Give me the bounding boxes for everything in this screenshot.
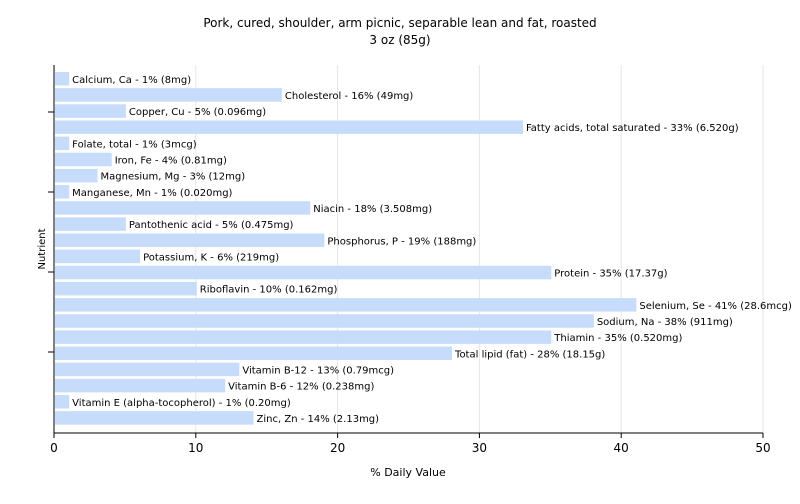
bar-label: Sodium, Na - 38% (911mg): [597, 317, 733, 328]
labels-layer: Calcium, Ca - 1% (8mg) Cholesterol - 16% …: [72, 75, 792, 425]
grid-layer: [195, 65, 764, 433]
bar-20: [55, 378, 226, 393]
bar-label: Riboflavin - 10% (0.162mg): [200, 285, 338, 296]
bar-21: [55, 395, 70, 409]
bar-label: Niacin - 18% (3.508mg): [313, 204, 432, 215]
bar-15: [55, 298, 637, 312]
bar-10: [55, 217, 126, 231]
bar-label: Zinc, Zn - 14% (2.13mg): [257, 414, 380, 425]
bars-layer: [55, 72, 637, 425]
bar-16: [55, 314, 594, 328]
bar-label: Magnesium, Mg - 3% (12mg): [101, 172, 246, 183]
bar-5: [55, 136, 70, 151]
y-axis-title: Nutrient: [37, 228, 48, 269]
bar-7: [55, 168, 98, 183]
bar-11: [55, 233, 325, 247]
bar-17: [55, 330, 552, 344]
bar-label: Iron, Fe - 4% (0.81mg): [115, 156, 227, 167]
bar-label: Folate, total - 1% (3mcg): [72, 139, 197, 150]
bar-18: [55, 346, 453, 361]
bar-12: [55, 249, 141, 264]
axis-layer: [53, 65, 763, 434]
x-axis-title: % Daily Value: [370, 466, 446, 479]
bar-label: Manganese, Mn - 1% (0.020mg): [72, 188, 232, 199]
bar-13: [55, 265, 552, 280]
bar-label: Pantothenic acid - 5% (0.475mg): [129, 220, 294, 231]
bar-label: Vitamin B-6 - 12% (0.238mg): [228, 382, 374, 393]
bar-19: [55, 362, 240, 377]
x-tick-label: 10: [188, 441, 203, 455]
bar-9: [55, 201, 311, 215]
bar-label: Vitamin B-12 - 13% (0.79mcg): [242, 365, 394, 376]
bar-1: [55, 72, 70, 86]
bar-8: [55, 185, 70, 199]
bar-6: [55, 152, 112, 167]
chart-title: Pork, cured, shoulder, arm picnic, separ…: [203, 16, 596, 30]
x-tick-label: 30: [472, 441, 487, 455]
bar-3: [55, 104, 126, 118]
x-tick-label: 40: [614, 441, 629, 455]
x-tick-label: 50: [755, 441, 770, 455]
bar-label: Fatty acids, total saturated - 33% (6.52…: [526, 123, 739, 134]
bar-label: Potassium, K - 6% (219mg): [143, 252, 279, 263]
bar-label: Copper, Cu - 5% (0.096mg): [129, 107, 266, 118]
bar-label: Selenium, Se - 41% (28.6mcg): [639, 301, 792, 312]
bar-22: [55, 411, 254, 425]
bar-2: [55, 88, 282, 102]
bar-label: Vitamin E (alpha-tocopherol) - 1% (0.20m…: [72, 398, 291, 409]
x-tick-label: 0: [50, 441, 58, 455]
chart-subtitle: 3 oz (85g): [369, 33, 430, 47]
bar-14: [55, 281, 197, 296]
bar-label: Phosphorus, P - 19% (188mg): [327, 236, 476, 247]
bar-label: Protein - 35% (17.37g): [554, 269, 667, 280]
ticks-layer: 0 10 20 30 40 50: [48, 111, 771, 455]
bar-label: Cholesterol - 16% (49mg): [285, 91, 414, 102]
bar-4: [55, 120, 523, 134]
x-tick-label: 20: [330, 441, 345, 455]
bar-label: Total lipid (fat) - 28% (18.15g): [454, 349, 605, 360]
bar-label: Thiamin - 35% (0.520mg): [553, 333, 682, 344]
bar-label: Calcium, Ca - 1% (8mg): [72, 75, 191, 86]
